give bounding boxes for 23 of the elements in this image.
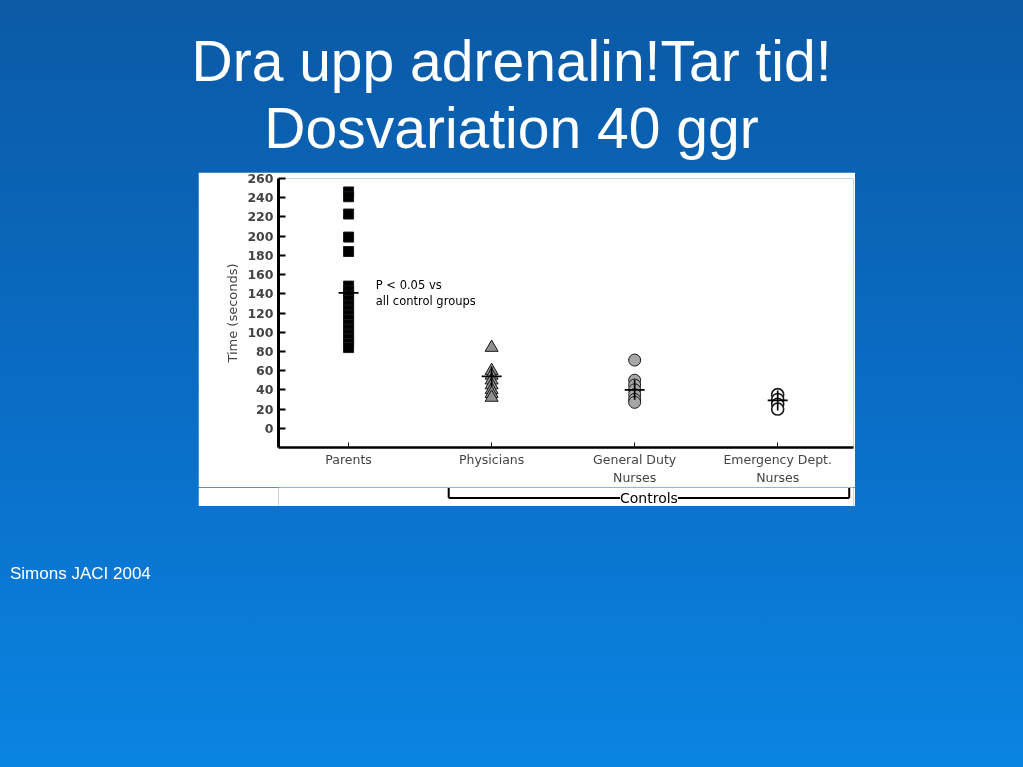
annotation: P < 0.05 vs all control groups: [375, 277, 476, 308]
chart-title: Dra upp adrenalin!Tar tid! Dosvariation 40 ggr: [191, 28, 832, 162]
y-axis-title: Time (seconds): [225, 263, 241, 364]
y-tick-label: 40: [256, 382, 274, 398]
y-tick-label: 180: [247, 247, 274, 263]
y-tick-label: 200: [247, 228, 274, 244]
y-tick-label: 60: [256, 363, 274, 379]
x-tick-label: Physicians: [458, 451, 525, 467]
y-tick-label: 160: [247, 267, 274, 283]
x-tick-label: Emergency Dept. Nurses: [723, 451, 832, 485]
x-tick-label: General Duty Nurses: [593, 451, 677, 485]
y-tick-label: 120: [247, 305, 274, 321]
text: Simons JACI 2004: [10, 563, 151, 585]
y-tick-label: 140: [247, 286, 274, 302]
y-tick-label: 240: [247, 190, 274, 206]
x-tick-label: Parents: [325, 451, 372, 467]
y-tick-label: 100: [247, 324, 274, 340]
y-tick-label: 220: [247, 209, 274, 225]
y-tick-label: 20: [256, 401, 274, 417]
y-tick-label: 80: [256, 343, 274, 359]
y-tick-label: 260: [247, 171, 274, 186]
y-tick-label: 0: [264, 420, 274, 436]
text: Controls: [620, 489, 678, 506]
